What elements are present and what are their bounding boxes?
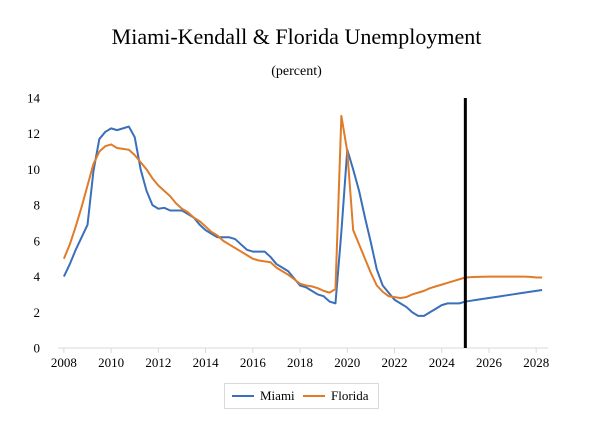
y-tick-label: 12: [27, 126, 40, 141]
x-tick-label: 2022: [382, 355, 408, 370]
x-tick-label: 2028: [523, 355, 549, 370]
legend: Miami Florida: [224, 383, 379, 409]
y-tick-label: 10: [27, 162, 40, 177]
legend-swatch-miami: [232, 395, 254, 397]
legend-label-florida: Florida: [331, 388, 369, 403]
y-axis-ticks: 0 2 4 6 8 10 12 14: [27, 91, 41, 356]
x-tick-label: 2016: [240, 355, 267, 370]
x-tick-label: 2008: [51, 355, 77, 370]
legend-item-florida: Florida: [303, 384, 369, 408]
legend-swatch-florida: [303, 395, 325, 397]
x-tick-label: 2018: [287, 355, 313, 370]
series-line-florida: [62, 114, 543, 299]
x-tick-label: 2020: [334, 355, 360, 370]
series-line-miami: [62, 125, 543, 317]
y-tick-label: 4: [34, 269, 41, 284]
y-tick-label: 8: [34, 198, 41, 213]
x-tick-label: 2012: [145, 355, 171, 370]
legend-label-miami: Miami: [260, 388, 295, 403]
chart-title: Miami-Kendall & Florida Unemployment: [111, 24, 482, 49]
x-tick-label: 2026: [476, 355, 503, 370]
y-tick-label: 6: [34, 233, 41, 248]
y-tick-label: 2: [34, 305, 41, 320]
x-axis-ticks: 2008 2010 2012 2014 2016 2018 2020 2022 2024 2026…: [51, 348, 549, 370]
y-tick-label: 0: [34, 341, 41, 356]
x-tick-label: 2024: [429, 355, 456, 370]
x-tick-label: 2014: [193, 355, 220, 370]
legend-item-miami: Miami: [232, 384, 295, 408]
x-tick-label: 2010: [98, 355, 124, 370]
chart-subtitle: (percent): [271, 64, 322, 79]
y-tick-label: 14: [27, 91, 41, 106]
series-layer: [62, 114, 543, 317]
